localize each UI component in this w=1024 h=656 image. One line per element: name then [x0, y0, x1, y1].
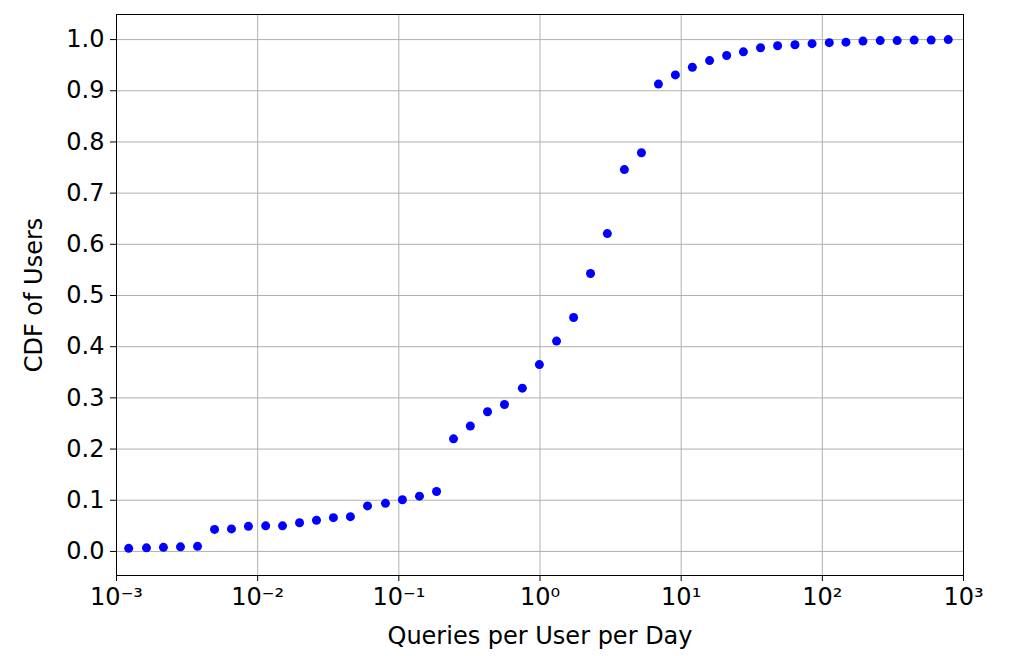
svg-text:0.2: 0.2	[66, 435, 104, 463]
svg-text:0.0: 0.0	[66, 537, 104, 565]
svg-text:0.1: 0.1	[66, 486, 104, 514]
svg-text:10⁻¹: 10⁻¹	[372, 583, 425, 611]
svg-text:10³: 10³	[943, 583, 983, 611]
svg-text:0.4: 0.4	[66, 332, 104, 360]
svg-text:CDF of Users: CDF of Users	[20, 218, 48, 373]
svg-text:0.7: 0.7	[66, 179, 104, 207]
svg-text:10⁰: 10⁰	[520, 583, 560, 611]
svg-text:0.6: 0.6	[66, 230, 104, 258]
svg-text:1.0: 1.0	[66, 25, 104, 53]
svg-text:0.5: 0.5	[66, 281, 104, 309]
svg-text:10¹: 10¹	[661, 583, 701, 611]
svg-text:0.8: 0.8	[66, 128, 104, 156]
svg-text:0.3: 0.3	[66, 384, 104, 412]
svg-text:10⁻²: 10⁻²	[231, 583, 284, 611]
svg-text:0.9: 0.9	[66, 76, 104, 104]
svg-text:10⁻³: 10⁻³	[90, 583, 143, 611]
svg-text:10²: 10²	[802, 583, 842, 611]
svg-text:Queries per User per Day: Queries per User per Day	[387, 622, 692, 650]
